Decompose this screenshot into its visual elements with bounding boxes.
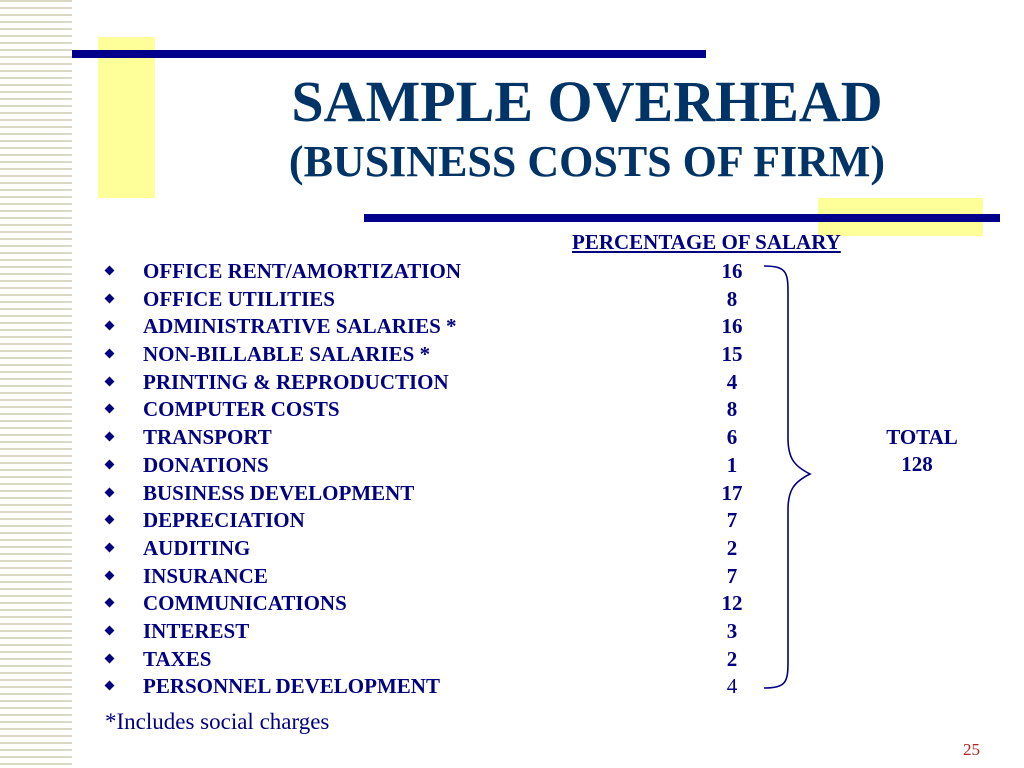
item-value: 8 [726,397,738,422]
total-value: 128 [901,452,933,476]
list-item: BUSINESS DEVELOPMENT 17 [104,480,784,508]
list-item: OFFICE UTILITIES 8 [104,286,784,314]
list-item: ADMINISTRATIVE SALARIES * 16 [104,313,784,341]
curly-brace-icon [763,265,812,689]
item-value: 6 [726,425,738,450]
diamond-bullet-icon [104,653,115,664]
item-value: 7 [726,508,738,533]
item-label: DONATIONS [143,452,269,477]
footnote: *Includes social charges [105,709,330,734]
slide-title: SAMPLE OVERHEAD [291,69,883,134]
item-label: PERSONNEL DEVELOPMENT [143,674,440,699]
item-label: TRANSPORT [143,425,272,450]
list-item: INSURANCE 7 [104,563,784,591]
total-label: TOTAL [886,425,958,449]
list-item: AUDITING 2 [104,535,784,563]
decorative-stripes [0,0,72,768]
diamond-bullet-icon [104,542,115,553]
diamond-bullet-icon [104,348,115,359]
list-item: DONATIONS 1 [104,452,784,480]
item-value: 4 [726,369,738,394]
item-value: 3 [726,618,738,643]
item-value: 15 [721,342,743,367]
item-value: 17 [721,480,743,505]
item-label: BUSINESS DEVELOPMENT [143,480,415,505]
item-value: 8 [726,286,738,311]
item-value: 16 [721,259,743,283]
item-label: COMMUNICATIONS [143,591,347,616]
item-label: DEPRECIATION [143,508,305,533]
list-item: OFFICE RENT/AMORTIZATION 16 [104,258,784,286]
overhead-list: OFFICE RENT/AMORTIZATION 16 OFFICE UTILI… [104,258,784,701]
list-item: NON-BILLABLE SALARIES * 15 [104,341,784,369]
item-value: 1 [726,452,738,477]
list-item: COMMUNICATIONS 12 [104,590,784,618]
list-item: TAXES 2 [104,646,784,674]
item-label: NON-BILLABLE SALARIES * [143,342,431,367]
diamond-bullet-icon [104,293,115,304]
item-label: INTEREST [143,618,250,643]
item-label: COMPUTER COSTS [143,397,340,422]
diamond-bullet-icon [104,459,115,470]
item-label: ADMINISTRATIVE SALARIES * [143,314,457,339]
diamond-bullet-icon [104,625,115,636]
list-item: PRINTING & REPRODUCTION 4 [104,369,784,397]
column-header: PERCENTAGE OF SALARY [572,230,841,254]
item-value: 2 [726,646,738,671]
diamond-bullet-icon [104,487,115,497]
list-item: INTEREST 3 [104,618,784,646]
decorative-yellow-block [98,37,155,198]
title-rule-top [72,50,706,58]
item-value: 7 [726,563,738,588]
item-label: INSURANCE [143,563,268,588]
item-label: OFFICE RENT/AMORTIZATION [143,259,461,283]
diamond-bullet-icon [104,680,115,691]
list-item: DEPRECIATION 7 [104,507,784,535]
list-item: PERSONNEL DEVELOPMENT 4 [104,673,784,701]
diamond-bullet-icon [104,376,115,387]
item-value: 12 [721,591,743,616]
page-number: 25 [963,740,980,759]
item-label: AUDITING [143,535,251,560]
diamond-bullet-icon [104,570,115,581]
diamond-bullet-icon [104,265,115,276]
item-label: TAXES [143,646,212,671]
item-value: 16 [721,314,743,339]
item-label: PRINTING & REPRODUCTION [143,369,449,394]
item-value: 4 [726,674,738,699]
diamond-bullet-icon [104,597,115,608]
item-value: 2 [726,535,738,560]
diamond-bullet-icon [104,320,115,331]
title-rule-bottom [364,214,1000,222]
diamond-bullet-icon [104,403,115,414]
list-item: TRANSPORT 6 [104,424,784,452]
item-label: OFFICE UTILITIES [143,286,335,311]
diamond-bullet-icon [104,514,115,525]
diamond-bullet-icon [104,431,115,442]
list-item: COMPUTER COSTS 8 [104,396,784,424]
slide-subtitle: (BUSINESS COSTS OF FIRM) [288,137,886,186]
